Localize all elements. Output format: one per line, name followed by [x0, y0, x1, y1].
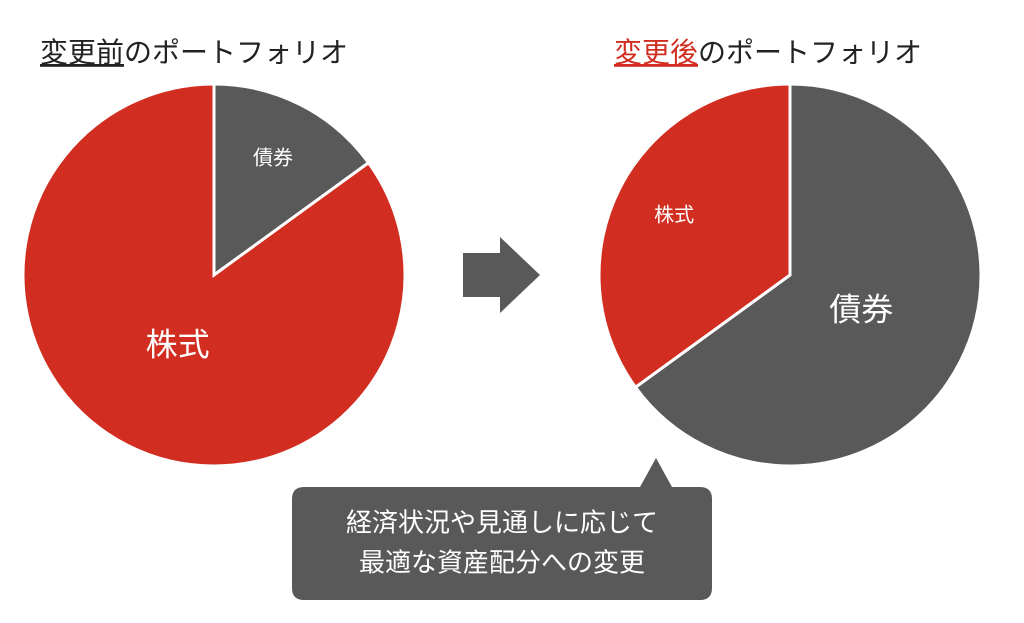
pie-slice: [633, 82, 983, 468]
callout-text: 経済状況や見通しに応じて: [346, 509, 658, 539]
slice-label: 債券: [829, 290, 893, 328]
pie-slice: [21, 82, 407, 468]
callout-text: 最適な資産配分への変更: [359, 549, 645, 579]
slice-label: 株式: [654, 202, 694, 226]
slice-label: 株式: [146, 325, 210, 363]
title-part: 変更前: [40, 36, 124, 69]
chart-title: 変更前のポートフォリオ: [40, 36, 348, 69]
pie-slice: [212, 82, 371, 278]
pie-slice: [597, 82, 792, 390]
title-part: のポートフォリオ: [124, 36, 348, 69]
callout-box: [292, 458, 712, 600]
slice-label: 債券: [253, 146, 293, 170]
arrow: [463, 237, 540, 313]
title-part: 変更後: [614, 36, 698, 69]
chart-title: 変更後のポートフォリオ: [614, 36, 922, 69]
title-part: のポートフォリオ: [698, 36, 922, 69]
